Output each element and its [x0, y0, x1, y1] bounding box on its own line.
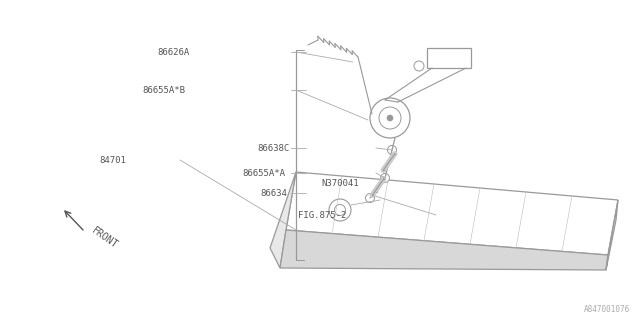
Circle shape	[370, 98, 410, 138]
Polygon shape	[286, 172, 618, 255]
Polygon shape	[606, 200, 618, 270]
Bar	[427, 48, 471, 68]
Circle shape	[387, 115, 393, 121]
Circle shape	[381, 173, 390, 182]
Text: 86634: 86634	[260, 188, 287, 197]
Text: A847001076: A847001076	[584, 305, 630, 314]
Polygon shape	[270, 172, 296, 268]
Circle shape	[379, 107, 401, 129]
Circle shape	[414, 61, 424, 71]
Text: 86655A*A: 86655A*A	[242, 169, 285, 178]
Text: 86638C: 86638C	[258, 143, 290, 153]
Circle shape	[365, 194, 374, 203]
Text: 86626A: 86626A	[157, 47, 190, 57]
Text: N370041: N370041	[321, 179, 359, 188]
Text: FRONT: FRONT	[90, 225, 120, 250]
Circle shape	[335, 204, 346, 215]
Circle shape	[329, 199, 351, 221]
Polygon shape	[280, 230, 608, 270]
Text: 86655A*B: 86655A*B	[142, 85, 185, 94]
Text: 84701: 84701	[99, 156, 126, 164]
Circle shape	[387, 146, 397, 155]
Text: FIG.875-2: FIG.875-2	[298, 211, 346, 220]
